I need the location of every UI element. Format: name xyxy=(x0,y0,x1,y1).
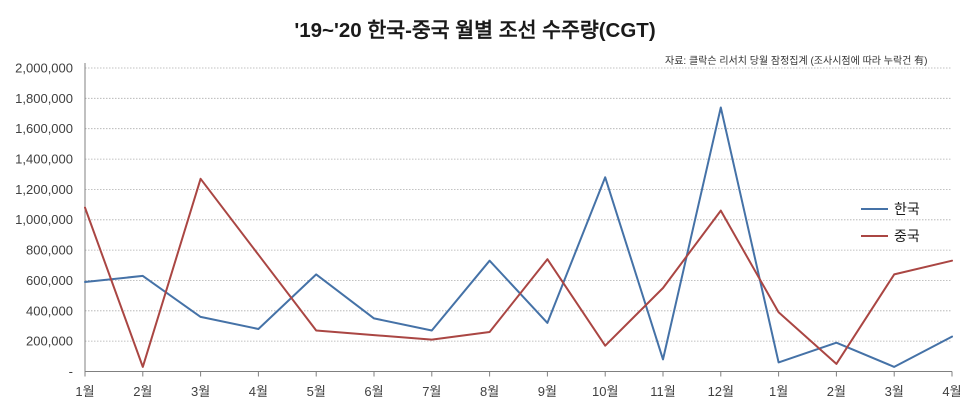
svg-text:12월: 12월 xyxy=(708,384,734,399)
svg-text:4월: 4월 xyxy=(942,384,960,399)
svg-text:7월: 7월 xyxy=(422,384,441,399)
svg-text:1월: 1월 xyxy=(75,384,94,399)
svg-text:1월: 1월 xyxy=(769,384,788,399)
svg-text:9월: 9월 xyxy=(538,384,557,399)
svg-text:1,800,000: 1,800,000 xyxy=(15,91,73,106)
svg-text:1,200,000: 1,200,000 xyxy=(15,182,73,197)
svg-text:200,000: 200,000 xyxy=(26,334,73,349)
svg-text:1,000,000: 1,000,000 xyxy=(15,212,73,227)
svg-text:5월: 5월 xyxy=(307,384,326,399)
svg-text:2월: 2월 xyxy=(133,384,152,399)
svg-text:4월: 4월 xyxy=(249,384,268,399)
svg-text:1,600,000: 1,600,000 xyxy=(15,121,73,136)
svg-text:-: - xyxy=(69,364,73,379)
svg-text:10월: 10월 xyxy=(592,384,618,399)
svg-text:8월: 8월 xyxy=(480,384,499,399)
svg-text:3월: 3월 xyxy=(885,384,904,399)
svg-text:6월: 6월 xyxy=(364,384,383,399)
svg-text:3월: 3월 xyxy=(191,384,210,399)
svg-text:600,000: 600,000 xyxy=(26,273,73,288)
svg-text:2월: 2월 xyxy=(827,384,846,399)
svg-text:2,000,000: 2,000,000 xyxy=(15,61,73,76)
svg-text:11월: 11월 xyxy=(650,384,675,399)
svg-text:400,000: 400,000 xyxy=(26,303,73,318)
svg-text:800,000: 800,000 xyxy=(26,243,73,258)
svg-text:1,400,000: 1,400,000 xyxy=(15,152,73,167)
